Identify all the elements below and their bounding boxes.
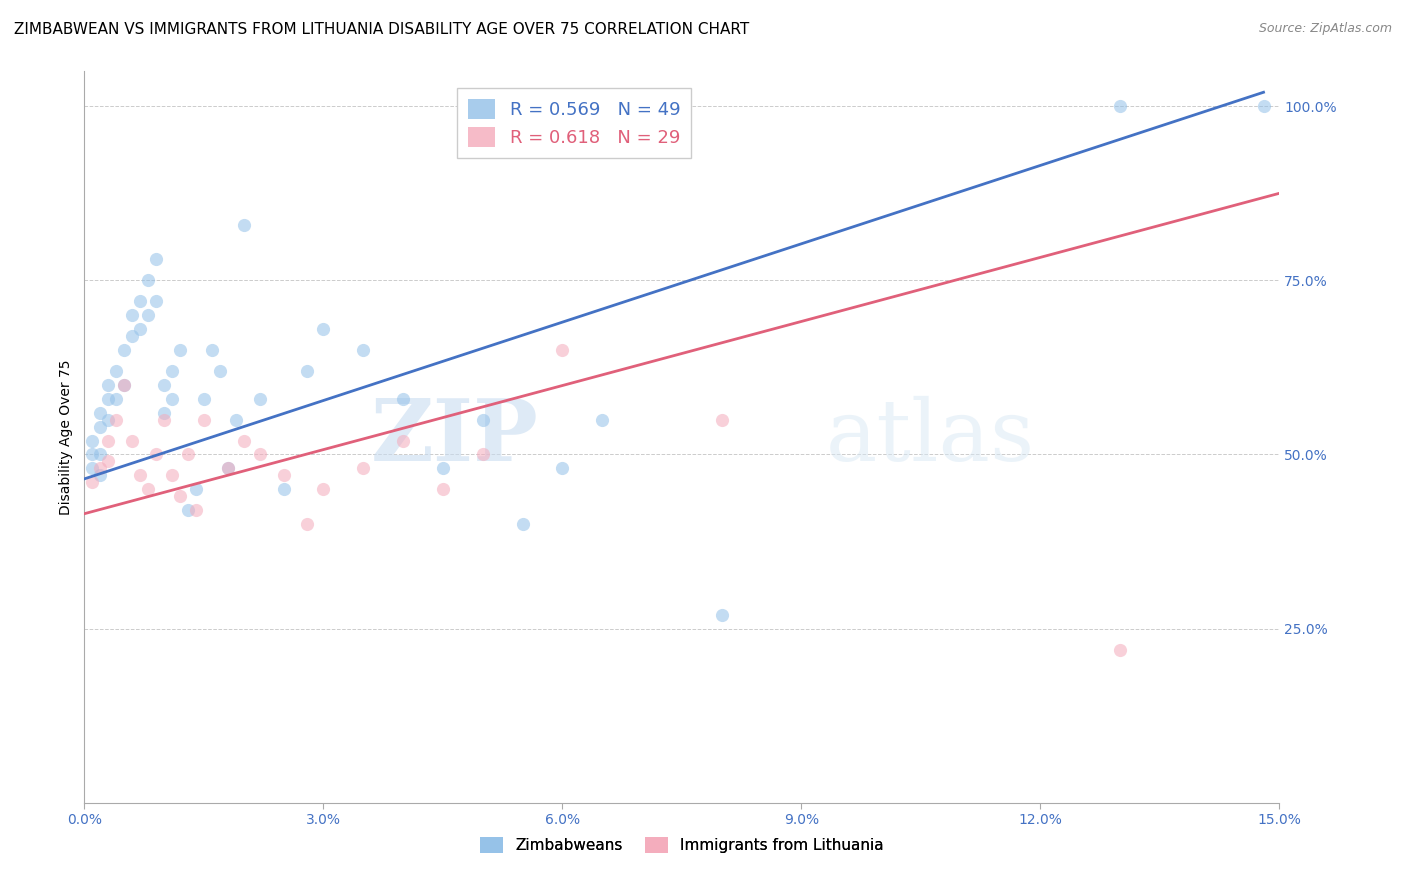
- Point: [208, 364, 231, 378]
- Point: [217, 461, 239, 475]
- Point: [89, 448, 111, 462]
- Point: [217, 461, 239, 475]
- Point: [89, 406, 111, 420]
- Point: [273, 483, 295, 497]
- Point: [193, 412, 215, 426]
- Point: [193, 392, 215, 406]
- Point: [129, 322, 152, 336]
- Point: [153, 412, 176, 426]
- Point: [297, 364, 319, 378]
- Point: [129, 468, 152, 483]
- Point: [121, 308, 143, 322]
- Point: [160, 468, 183, 483]
- Point: [177, 448, 200, 462]
- Point: [432, 483, 454, 497]
- Point: [105, 412, 128, 426]
- Point: [82, 461, 104, 475]
- Point: [136, 308, 159, 322]
- Point: [136, 273, 159, 287]
- Point: [89, 468, 111, 483]
- Point: [201, 343, 224, 357]
- Point: [129, 294, 152, 309]
- Point: [97, 377, 120, 392]
- Point: [89, 461, 111, 475]
- Point: [97, 412, 120, 426]
- Text: atlas: atlas: [825, 395, 1035, 479]
- Point: [710, 607, 733, 622]
- Point: [169, 343, 191, 357]
- Point: [153, 377, 176, 392]
- Point: [121, 329, 143, 343]
- Point: [512, 517, 534, 532]
- Point: [1109, 642, 1132, 657]
- Point: [352, 461, 374, 475]
- Point: [89, 419, 111, 434]
- Point: [160, 392, 183, 406]
- Point: [273, 468, 295, 483]
- Point: [82, 434, 104, 448]
- Point: [153, 406, 176, 420]
- Point: [105, 392, 128, 406]
- Point: [112, 377, 135, 392]
- Point: [184, 483, 207, 497]
- Point: [177, 503, 200, 517]
- Text: ZIP: ZIP: [371, 395, 538, 479]
- Point: [82, 475, 104, 490]
- Point: [1253, 99, 1275, 113]
- Point: [105, 364, 128, 378]
- Point: [392, 434, 415, 448]
- Point: [184, 503, 207, 517]
- Point: [136, 483, 159, 497]
- Point: [249, 448, 271, 462]
- Point: [145, 448, 167, 462]
- Point: [232, 434, 254, 448]
- Point: [97, 454, 120, 468]
- Point: [312, 322, 335, 336]
- Point: [471, 412, 494, 426]
- Point: [710, 412, 733, 426]
- Y-axis label: Disability Age Over 75: Disability Age Over 75: [59, 359, 73, 515]
- Point: [145, 252, 167, 267]
- Point: [145, 294, 167, 309]
- Point: [312, 483, 335, 497]
- Legend: Zimbabweans, Immigrants from Lithuania: Zimbabweans, Immigrants from Lithuania: [472, 830, 891, 861]
- Point: [121, 434, 143, 448]
- Point: [392, 392, 415, 406]
- Point: [471, 448, 494, 462]
- Point: [232, 218, 254, 232]
- Point: [112, 377, 135, 392]
- Point: [352, 343, 374, 357]
- Point: [97, 434, 120, 448]
- Point: [225, 412, 247, 426]
- Point: [169, 489, 191, 503]
- Point: [97, 392, 120, 406]
- Point: [551, 461, 574, 475]
- Point: [82, 448, 104, 462]
- Point: [160, 364, 183, 378]
- Point: [297, 517, 319, 532]
- Point: [591, 412, 613, 426]
- Point: [1109, 99, 1132, 113]
- Text: Source: ZipAtlas.com: Source: ZipAtlas.com: [1258, 22, 1392, 36]
- Point: [551, 343, 574, 357]
- Point: [112, 343, 135, 357]
- Point: [249, 392, 271, 406]
- Text: ZIMBABWEAN VS IMMIGRANTS FROM LITHUANIA DISABILITY AGE OVER 75 CORRELATION CHART: ZIMBABWEAN VS IMMIGRANTS FROM LITHUANIA …: [14, 22, 749, 37]
- Point: [432, 461, 454, 475]
